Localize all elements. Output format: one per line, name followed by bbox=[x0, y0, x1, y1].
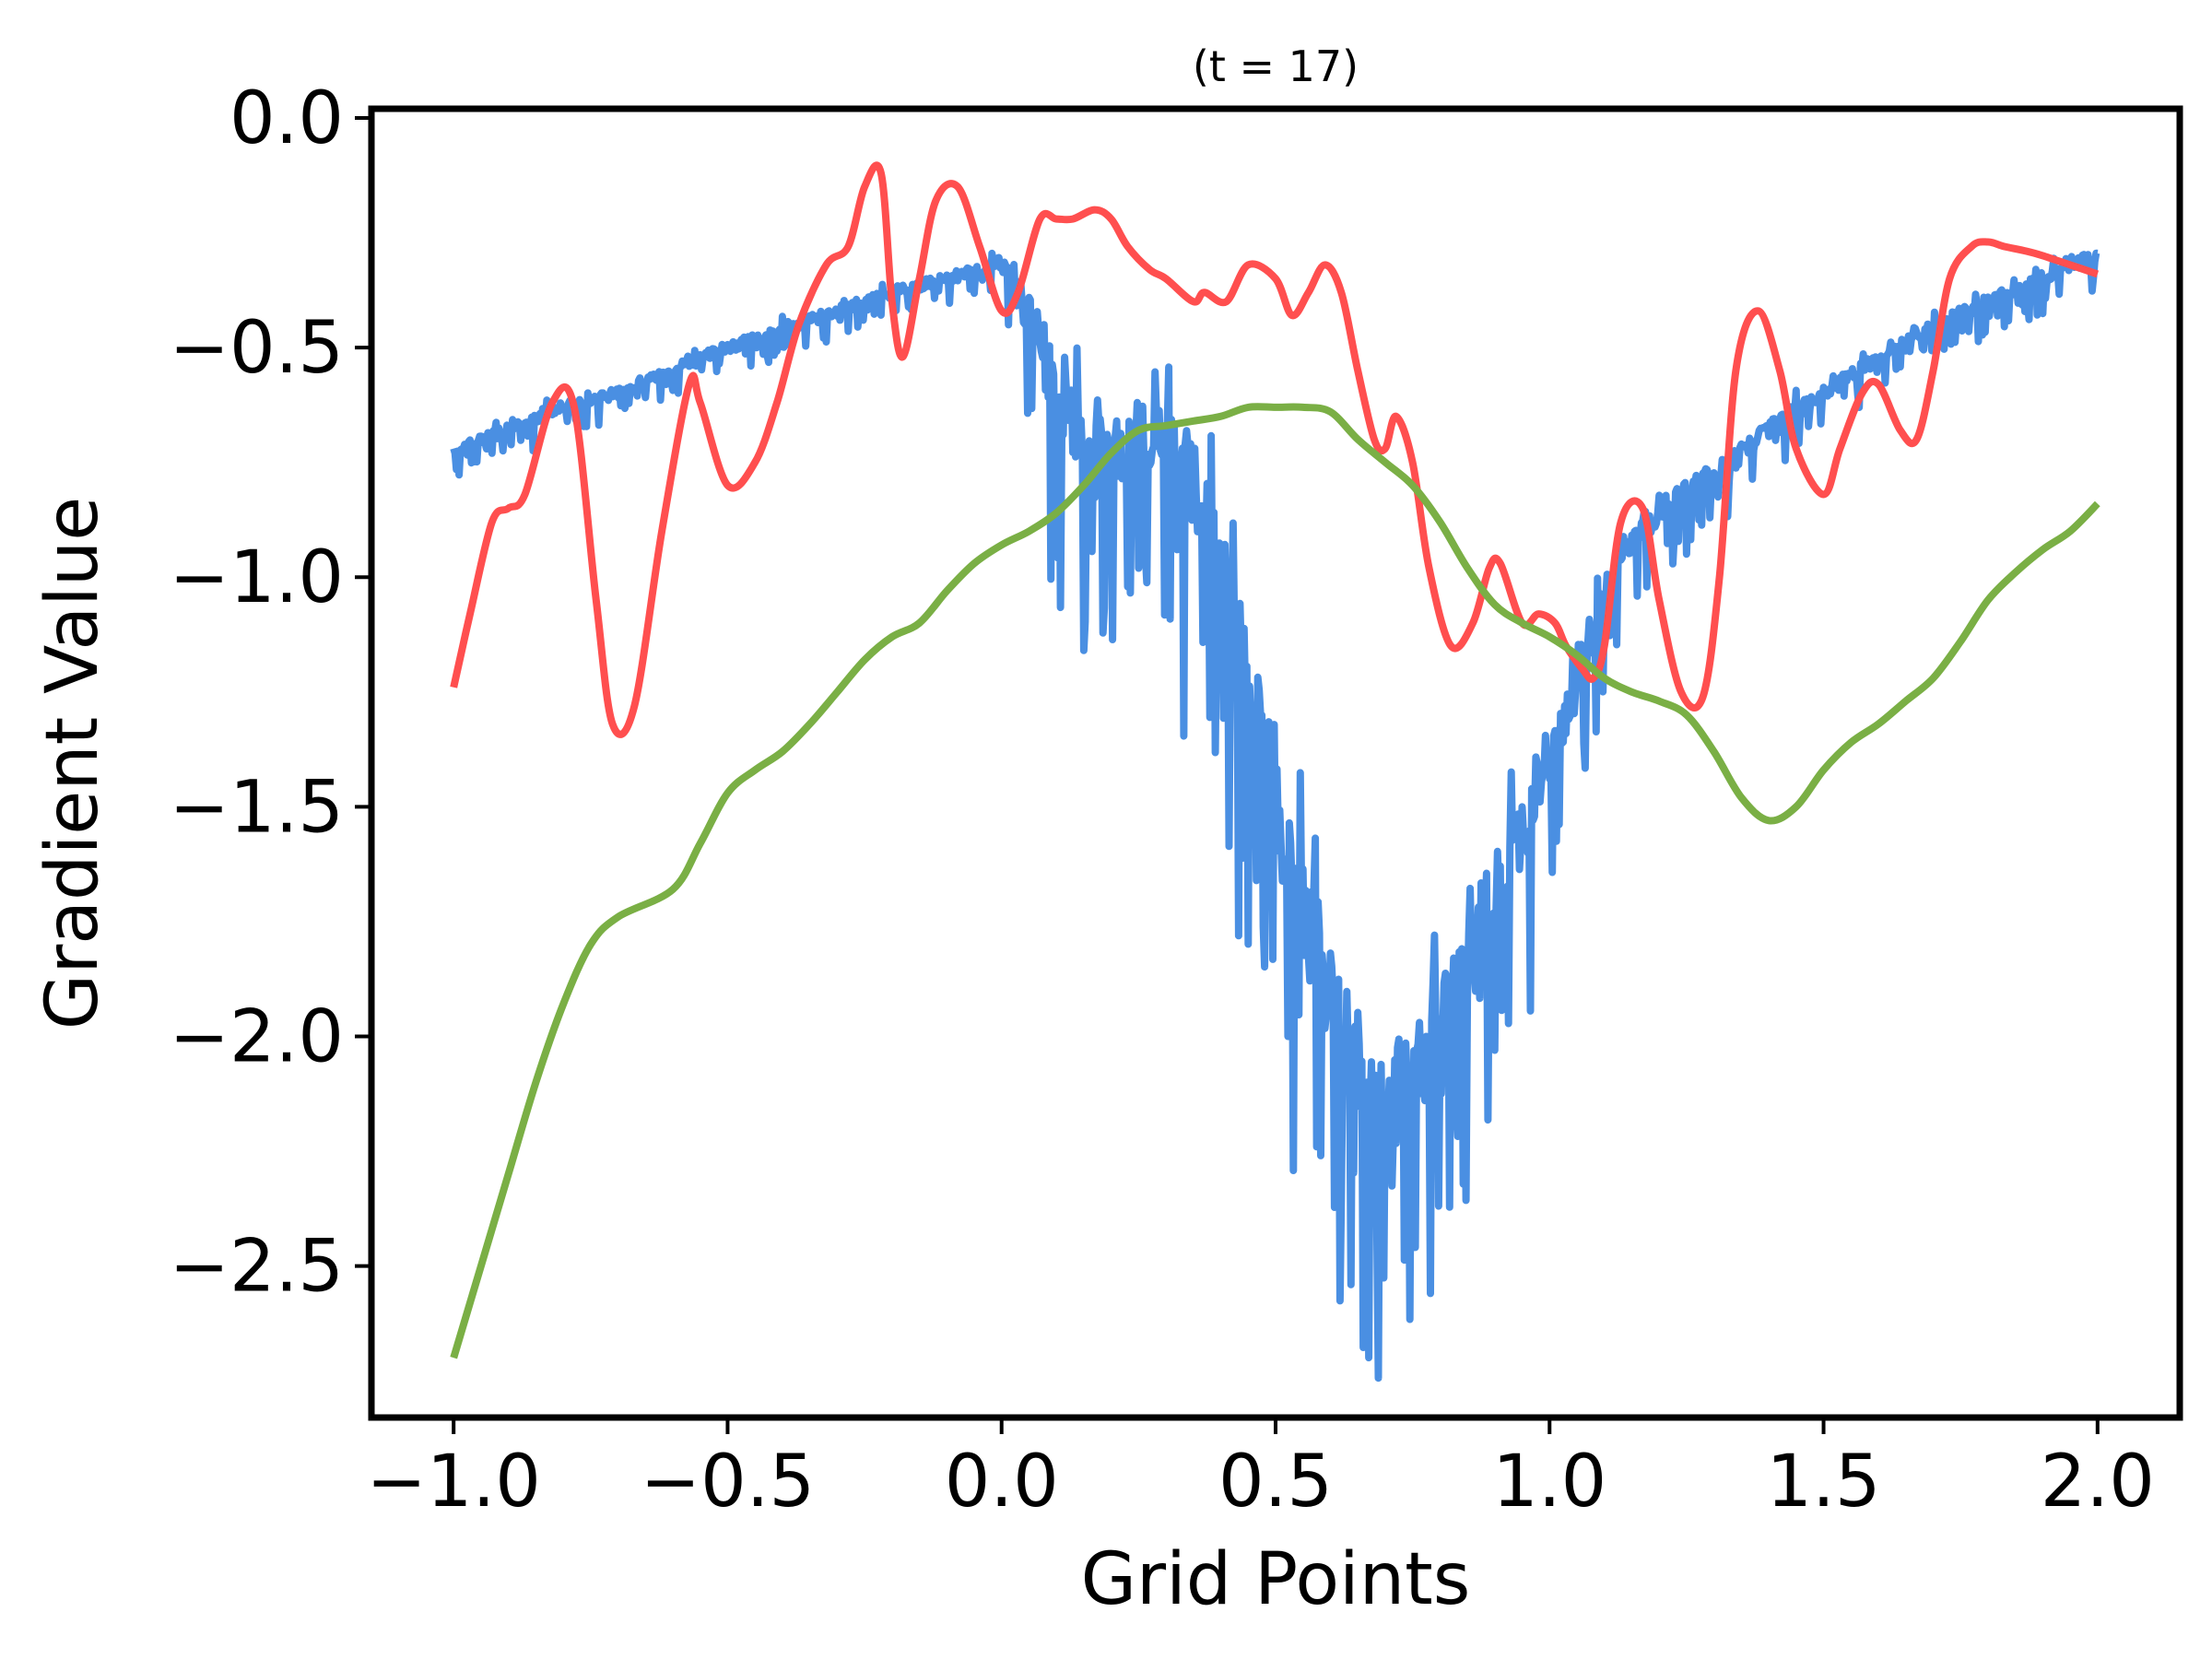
y-axis-ticks: 0.0 −0.5 −1.0 −1.5 −2.0 −2.5 bbox=[170, 77, 371, 1309]
x-tick-label: 1.5 bbox=[1767, 1441, 1881, 1524]
series-layer bbox=[450, 161, 2100, 1382]
series-line-1 bbox=[450, 161, 2100, 738]
x-tick-label: −1.0 bbox=[366, 1441, 540, 1524]
x-tick-label: 1.0 bbox=[1492, 1441, 1606, 1524]
x-tick-label: −0.5 bbox=[641, 1441, 815, 1524]
y-axis-label: Gradient Value bbox=[31, 497, 114, 1030]
series-line-2 bbox=[450, 403, 2100, 1359]
y-tick-label: −0.5 bbox=[170, 307, 344, 390]
y-tick-label: 0.0 bbox=[229, 77, 344, 160]
x-tick-label: 0.0 bbox=[945, 1441, 1059, 1524]
x-axis-ticks: −1.0 −0.5 0.0 0.5 1.0 1.5 2.0 bbox=[366, 1418, 2155, 1524]
y-tick-label: −2.0 bbox=[170, 995, 344, 1078]
x-tick-label: 0.5 bbox=[1218, 1441, 1333, 1524]
y-tick-label: −2.5 bbox=[170, 1226, 344, 1309]
series-line-0 bbox=[450, 249, 2100, 1382]
y-tick-label: −1.5 bbox=[170, 766, 344, 849]
y-tick-label: −1.0 bbox=[170, 536, 344, 619]
chart-title: (t = 17) bbox=[1193, 41, 1359, 91]
x-axis-label: Grid Points bbox=[1081, 1538, 1471, 1621]
x-tick-label: 2.0 bbox=[2041, 1441, 2155, 1524]
